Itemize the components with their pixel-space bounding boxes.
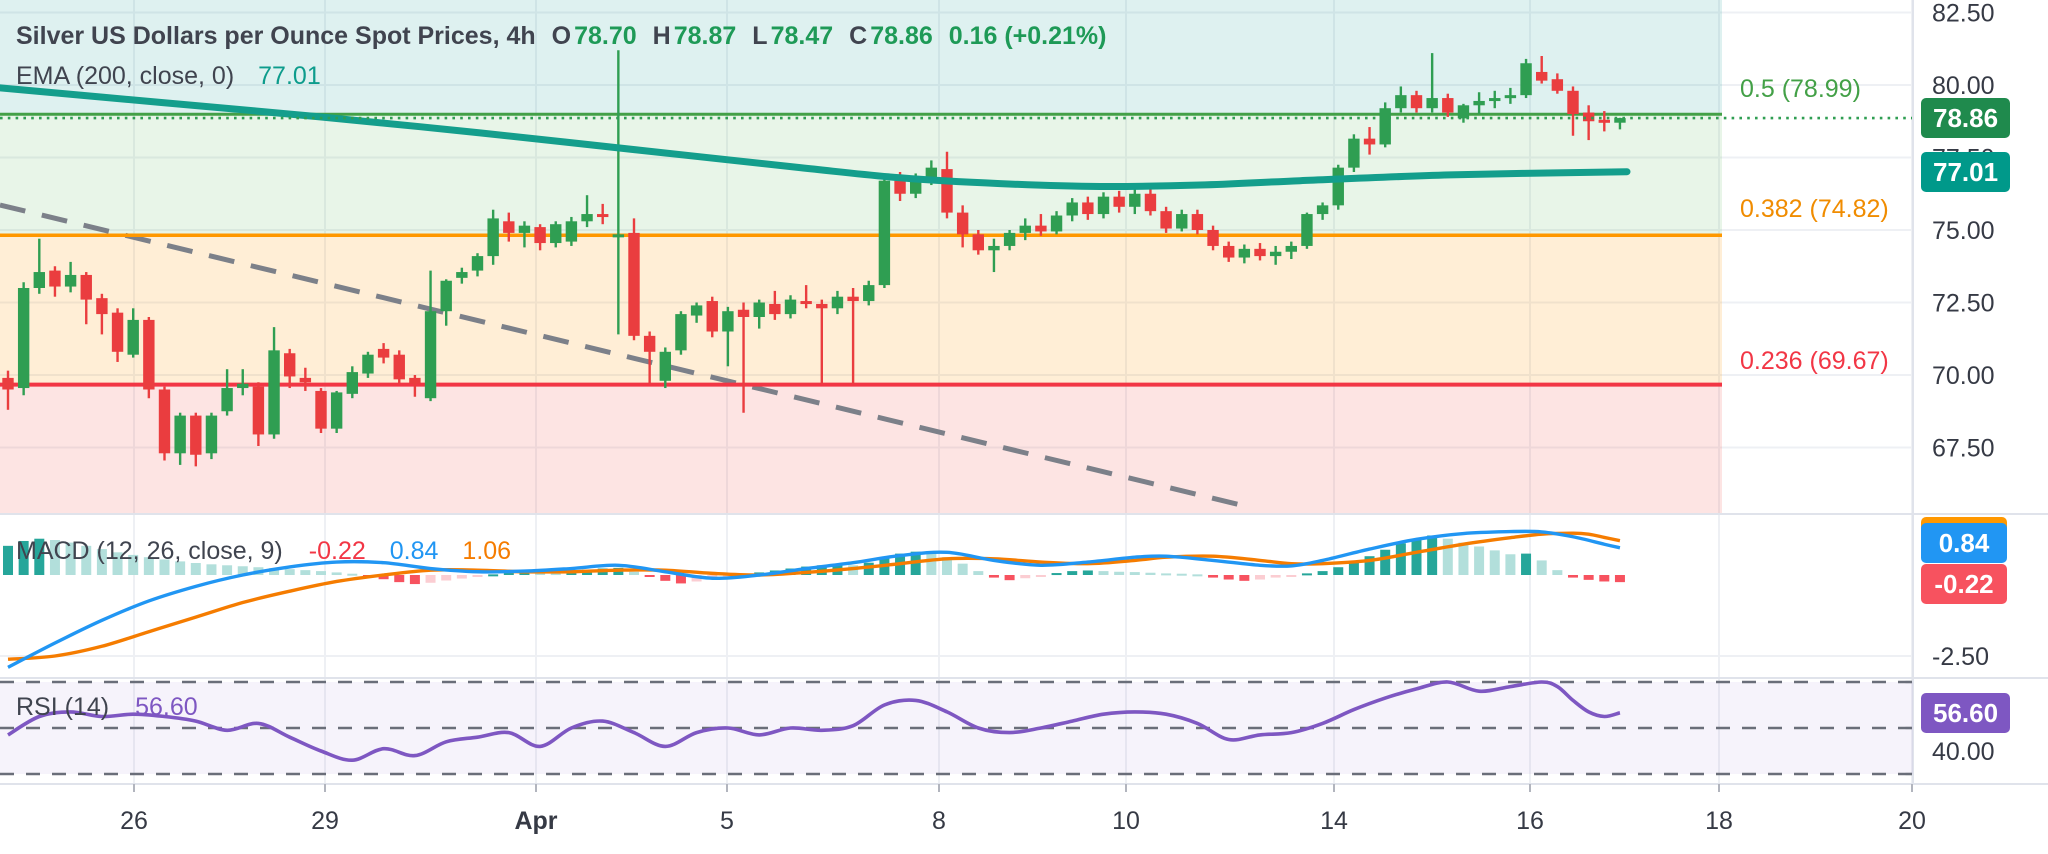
svg-text:70.00: 70.00 (1932, 362, 1995, 390)
ema-label: EMA (200, close, 0) (16, 62, 235, 90)
svg-text:72.50: 72.50 (1932, 290, 1995, 318)
svg-text:82.50: 82.50 (1932, 0, 1995, 28)
macd-hist-value: -0.22 (308, 537, 366, 565)
macd-legend[interactable]: MACD (12, 26, close, 9) -0.22 0.84 1.06 (16, 537, 511, 566)
svg-text:20: 20 (1898, 807, 1926, 835)
ema-value: 77.01 (258, 62, 321, 90)
macd-line-badge: 0.84 (1921, 523, 2007, 563)
rsi-value-badge: 56.60 (1921, 693, 2011, 733)
svg-text:40.00: 40.00 (1932, 738, 1995, 766)
rsi-legend[interactable]: RSI (14) 56.60 (16, 693, 198, 722)
svg-text:26: 26 (120, 807, 148, 835)
macd-line-value: 0.84 (389, 537, 439, 565)
fib-level-label-0.5: 0.5 (78.99) (1740, 75, 1861, 103)
fib-level-label-0.382: 0.382 (74.82) (1740, 195, 1889, 223)
rsi-value: 56.60 (135, 693, 198, 721)
macd-hist-badge: -0.22 (1921, 564, 2007, 604)
svg-text:14: 14 (1320, 807, 1348, 835)
svg-text:-2.50: -2.50 (1932, 643, 1989, 671)
svg-text:29: 29 (311, 807, 339, 835)
macd-signal-value: 1.06 (462, 537, 512, 565)
ohlc-high: H 78.87 (652, 22, 737, 50)
svg-text:67.50: 67.50 (1932, 435, 1995, 463)
svg-text:16: 16 (1516, 807, 1544, 835)
rsi-label: RSI (14) (16, 693, 110, 721)
macd-label: MACD (12, 26, close, 9) (16, 537, 283, 565)
svg-text:18: 18 (1705, 807, 1733, 835)
svg-text:5: 5 (720, 807, 734, 835)
fib-level-label-0.236: 0.236 (69.67) (1740, 347, 1889, 375)
ema-legend[interactable]: EMA (200, close, 0) 77.01 (16, 62, 321, 91)
ema-price-badge: 77.01 (1921, 152, 2011, 192)
svg-text:10: 10 (1112, 807, 1140, 835)
main-symbol-legend[interactable]: Silver US Dollars per Ounce Spot Prices,… (16, 22, 1107, 51)
svg-text:8: 8 (932, 807, 946, 835)
change-value: 0.16 (+0.21%) (948, 22, 1107, 50)
ohlc-close: C 78.86 (849, 22, 933, 50)
svg-text:Apr: Apr (514, 807, 557, 835)
symbol-title: Silver US Dollars per Ounce Spot Prices,… (16, 22, 536, 50)
ohlc-low: L 78.47 (752, 22, 834, 50)
svg-text:75.00: 75.00 (1932, 217, 1995, 245)
last-price-badge: 78.86 (1921, 98, 2011, 138)
ohlc-open: O 78.70 (551, 22, 637, 50)
svg-text:80.00: 80.00 (1932, 72, 1995, 100)
